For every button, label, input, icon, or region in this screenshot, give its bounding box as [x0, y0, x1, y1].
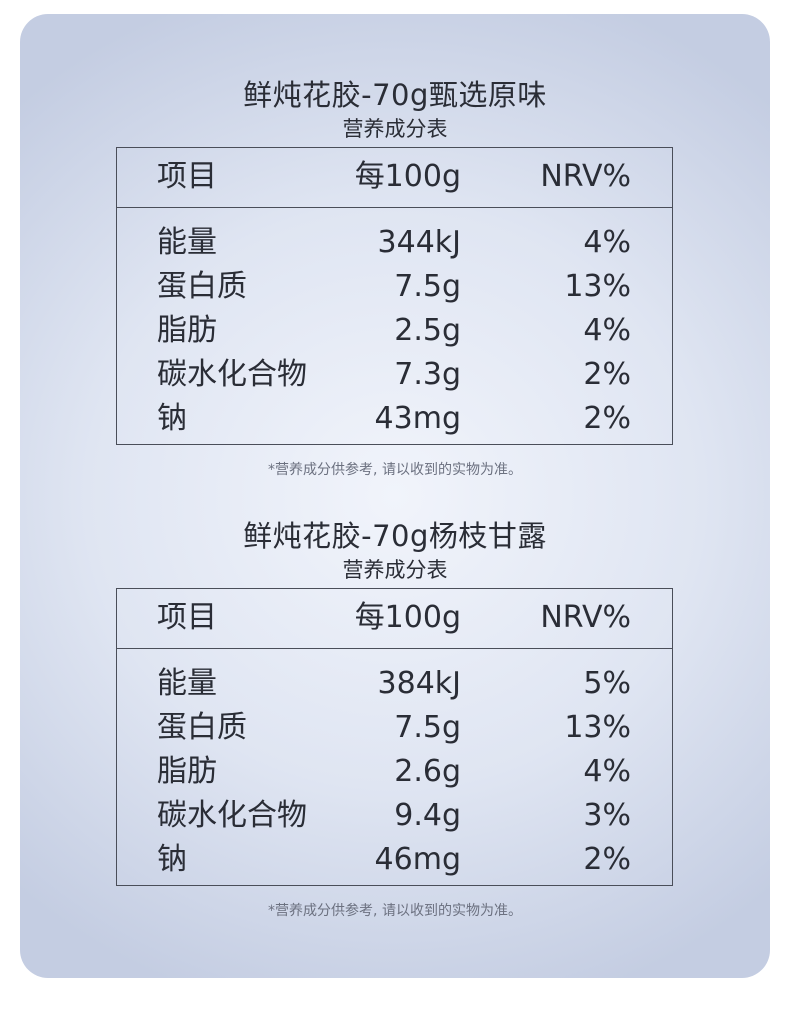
nutrition-panel: 鲜炖花胶-70g甄选原味 营养成分表 项目 每100g NRV% 能量 344k…: [20, 14, 770, 978]
nutrient-nrv: 4%: [583, 313, 631, 348]
nutrition-table: 项目 每100g NRV% 能量 344kJ 4% 蛋白质 7.5g 13% 脂…: [116, 147, 673, 445]
table-row: 碳水化合物 7.3g 2%: [117, 354, 672, 398]
header-item: 项目: [157, 159, 217, 194]
nutrient-per100g: 46mg: [374, 842, 461, 877]
nutrient-nrv: 13%: [564, 710, 631, 745]
nutrient-per100g: 2.5g: [394, 313, 461, 348]
nutrient-per100g: 7.5g: [394, 710, 461, 745]
nutrient-nrv: 13%: [564, 269, 631, 304]
nutrient-nrv: 2%: [583, 357, 631, 392]
table-row: 能量 384kJ 5%: [117, 663, 672, 707]
nutrient-nrv: 4%: [583, 225, 631, 260]
table-row: 钠 43mg 2%: [117, 398, 672, 442]
nutrient-name: 能量: [157, 225, 217, 260]
header-nrv: NRV%: [540, 159, 631, 194]
nutrient-nrv: 4%: [583, 754, 631, 789]
nutrient-per100g: 2.6g: [394, 754, 461, 789]
table-row: 脂肪 2.5g 4%: [117, 310, 672, 354]
nutrient-per100g: 7.3g: [394, 357, 461, 392]
header-item: 项目: [157, 600, 217, 635]
nutrient-per100g: 43mg: [374, 401, 461, 436]
nutrient-name: 能量: [157, 666, 217, 701]
nutrient-per100g: 344kJ: [377, 225, 461, 260]
table-header: 项目 每100g NRV%: [117, 589, 672, 649]
header-per100g: 每100g: [354, 159, 461, 194]
header-nrv: NRV%: [540, 600, 631, 635]
table-row: 钠 46mg 2%: [117, 839, 672, 883]
nutrient-name: 脂肪: [157, 313, 217, 348]
nutrient-name: 蛋白质: [157, 269, 247, 304]
nutrient-name: 蛋白质: [157, 710, 247, 745]
nutrient-name: 碳水化合物: [157, 357, 307, 392]
table-row: 脂肪 2.6g 4%: [117, 751, 672, 795]
nutrition-table: 项目 每100g NRV% 能量 384kJ 5% 蛋白质 7.5g 13% 脂…: [116, 588, 673, 886]
nutrient-per100g: 384kJ: [377, 666, 461, 701]
table-row: 能量 344kJ 4%: [117, 222, 672, 266]
table-row: 蛋白质 7.5g 13%: [117, 266, 672, 310]
nutrient-name: 钠: [157, 401, 187, 436]
nutrient-name: 碳水化合物: [157, 798, 307, 833]
table-row: 碳水化合物 9.4g 3%: [117, 795, 672, 839]
product-title: 鲜炖花胶-70g杨枝甘露: [243, 519, 547, 553]
table-subtitle: 营养成分表: [342, 117, 448, 141]
table-row: 蛋白质 7.5g 13%: [117, 707, 672, 751]
table-header: 项目 每100g NRV%: [117, 148, 672, 208]
header-per100g: 每100g: [354, 600, 461, 635]
nutrient-nrv: 2%: [583, 401, 631, 436]
product-title: 鲜炖花胶-70g甄选原味: [243, 78, 547, 112]
nutrient-nrv: 2%: [583, 842, 631, 877]
nutrient-name: 脂肪: [157, 754, 217, 789]
nutrient-name: 钠: [157, 842, 187, 877]
nutrient-per100g: 7.5g: [394, 269, 461, 304]
nutrient-nrv: 3%: [583, 798, 631, 833]
disclaimer-note: *营养成分供参考, 请以收到的实物为准。: [268, 462, 522, 478]
nutrient-per100g: 9.4g: [394, 798, 461, 833]
table-subtitle: 营养成分表: [342, 558, 448, 582]
disclaimer-note: *营养成分供参考, 请以收到的实物为准。: [268, 903, 522, 919]
nutrient-nrv: 5%: [583, 666, 631, 701]
